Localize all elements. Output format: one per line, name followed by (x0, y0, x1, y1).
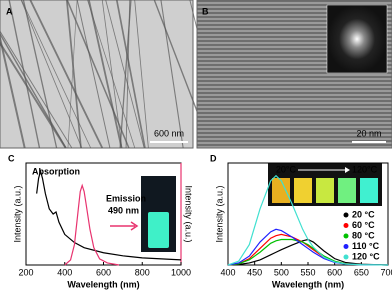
x-axis-label: Wavelength (nm) (272, 279, 344, 289)
fiber (29, 0, 104, 149)
line-series (36, 168, 182, 261)
x-tick-label: 500 (274, 267, 289, 277)
annotation: Emission (106, 193, 146, 203)
scale-text: 600 nm (154, 128, 184, 138)
panel-label: C (8, 153, 15, 163)
legend-marker (343, 233, 349, 239)
fiber (65, 0, 82, 149)
fiber (134, 0, 149, 149)
fiber (115, 0, 146, 149)
fiber (20, 0, 83, 149)
fiber (125, 0, 131, 149)
x-tick-label: 200 (18, 267, 33, 277)
legend-marker (343, 223, 349, 228)
y2-axis-label: Intensity (a.u.) (184, 185, 194, 242)
x-tick-label: 600 (96, 267, 111, 277)
fiber (8, 0, 41, 149)
x-tick-label: 400 (220, 267, 235, 277)
x-tick-label: 1000 (171, 267, 191, 277)
fiber (21, 0, 92, 149)
legend-label: 120 °C (352, 251, 380, 261)
legend-label: 80 °C (352, 230, 375, 240)
y-axis-label: Intensity (a.u.) (12, 185, 22, 242)
hrtem-image-b (196, 0, 392, 149)
fiber (66, 0, 130, 149)
y-axis-label: Intensity (a.u.) (214, 185, 224, 242)
legend-marker (343, 244, 349, 249)
panel-label: D (210, 153, 217, 163)
annotation: Absorption (32, 166, 80, 176)
legend-marker (343, 212, 349, 218)
inset-label: 120°C (352, 164, 378, 174)
fiber (0, 30, 73, 149)
fiber (0, 41, 67, 149)
x-axis-label: Wavelength (nm) (67, 279, 139, 289)
panel-label: B (202, 6, 209, 16)
fiber (67, 0, 78, 149)
x-tick-label: 400 (57, 267, 72, 277)
fiber (76, 0, 111, 149)
x-tick-label: 550 (300, 267, 315, 277)
fiber (88, 0, 123, 149)
legend-label: 60 °C (352, 220, 375, 230)
legend-label: 20 °C (352, 209, 375, 219)
x-tick-label: 600 (327, 267, 342, 277)
x-tick-label: 700 (380, 267, 392, 277)
x-tick-label: 800 (135, 267, 150, 277)
scale-text: 20 nm (356, 128, 381, 138)
x-tick-label: 450 (247, 267, 262, 277)
inset-label: 20°C (276, 164, 297, 174)
panel-label: A (6, 6, 13, 16)
fiber (0, 33, 26, 149)
fiber (105, 0, 145, 149)
annotation: 490 nm (108, 205, 139, 215)
x-tick-label: 650 (354, 267, 369, 277)
line-series (227, 174, 389, 266)
legend-marker (343, 254, 349, 260)
line-series (64, 183, 120, 266)
fiber (160, 0, 184, 149)
arrow (110, 221, 139, 231)
vial-inset-c (141, 176, 176, 252)
vial-inset-d (268, 163, 382, 206)
line-series (227, 238, 389, 266)
legend-label: 110 °C (352, 241, 380, 251)
fiber (0, 32, 67, 149)
